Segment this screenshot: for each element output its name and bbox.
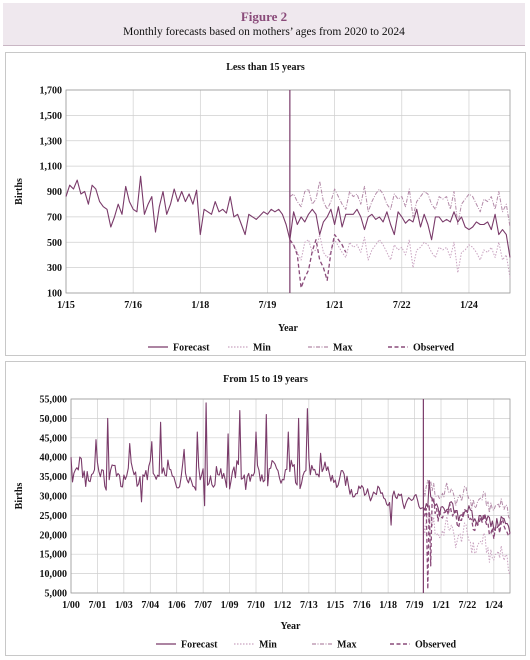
x-tick-label: 1/09 [221, 600, 239, 611]
series-observed-line [289, 233, 347, 289]
x-axis-label: Year [278, 323, 299, 334]
plot-area [65, 89, 511, 294]
x-axis-label: Year [281, 621, 302, 632]
chart-15-19: From 15 to 19 years 5,000 10,000 15,000 20,0… [14, 374, 511, 651]
x-tick-label: 7/16 [124, 300, 142, 311]
y-tick-label: 1,300 [40, 136, 63, 147]
y-tick-label: 5,000 [45, 589, 68, 600]
x-tick-label: 1/15 [57, 300, 75, 311]
y-tick-label: 50,000 [40, 414, 68, 425]
y-tick-label: 700 [47, 212, 62, 223]
y-tick-label: 40,000 [40, 453, 68, 464]
x-tick-label: 1/24 [485, 600, 503, 611]
x-tick-label: 7/16 [353, 600, 371, 611]
x-tick-label: 1/24 [460, 300, 478, 311]
y-tick-label: 55,000 [40, 395, 68, 406]
y-axis-label: Births [14, 178, 25, 205]
x-tick-label: 1/03 [115, 600, 133, 611]
x-tick-label: 7/19 [406, 600, 424, 611]
y-tick-label: 300 [47, 263, 62, 274]
x-tick-label: 1/18 [191, 300, 209, 311]
x-tick-label: 1/21 [326, 300, 344, 311]
x-tick-label: 7/10 [247, 600, 265, 611]
chart-panel-under-15: Less than 15 years 100 300 500 700 900 1,100 1,… [5, 52, 526, 356]
y-tick-label: 1,500 [40, 111, 63, 122]
x-tick-label: 7/22 [459, 600, 477, 611]
y-tick-label: 30,000 [40, 492, 68, 503]
series-observed-line [422, 496, 511, 590]
x-tick-label: 1/15 [326, 600, 344, 611]
legend-label-max: Max [333, 343, 352, 354]
legend-label-max: Max [337, 640, 356, 651]
x-tick-label: 7/13 [300, 600, 318, 611]
series-min-line [422, 512, 511, 576]
x-tick-label: 1/00 [62, 600, 80, 611]
legend-label-min: Min [253, 343, 271, 354]
chart-title: From 15 to 19 years [223, 374, 308, 385]
y-tick-label: 10,000 [40, 569, 68, 580]
x-tick-label: 1/06 [168, 600, 186, 611]
legend-label-observed: Observed [413, 343, 455, 354]
y-tick-label: 500 [47, 238, 62, 249]
legend-label-observed: Observed [415, 640, 457, 651]
y-tick-label: 1,100 [40, 162, 63, 173]
x-tick-label: 1/12 [274, 600, 292, 611]
x-tick-label: 7/22 [393, 300, 411, 311]
y-axis-label: Births [14, 483, 25, 510]
y-tick-label: 1,700 [40, 86, 63, 97]
figure-header: Figure 2 Monthly forecasts based on moth… [3, 3, 525, 46]
figure-label: Figure 2 [240, 9, 288, 24]
legend-label-forecast: Forecast [173, 343, 210, 354]
x-tick-label: 1/21 [432, 600, 450, 611]
series-max-line [422, 479, 511, 520]
chart-panel-15-19: From 15 to 19 years 5,000 10,000 15,000 20,0… [5, 361, 526, 656]
legend-label-min: Min [259, 640, 277, 651]
y-tick-label: 100 [47, 289, 62, 300]
y-tick-label: 15,000 [40, 550, 68, 561]
y-tick-label: 45,000 [40, 433, 68, 444]
y-tick-label: 35,000 [40, 472, 68, 483]
series-forecast-line [65, 175, 511, 258]
x-tick-label: 7/01 [89, 600, 107, 611]
series-forecast-line [70, 402, 511, 534]
plot-area [70, 398, 511, 594]
x-tick-label: 7/07 [194, 600, 212, 611]
legend-label-forecast: Forecast [181, 640, 218, 651]
chart-title: Less than 15 years [226, 62, 305, 73]
y-tick-label: 25,000 [40, 511, 68, 522]
x-tick-label: 7/19 [259, 300, 277, 311]
series-min-line [289, 234, 511, 278]
x-tick-label: 7/04 [141, 600, 159, 611]
y-tick-label: 900 [47, 187, 62, 198]
x-tick-label: 1/18 [379, 600, 397, 611]
series-max-line [289, 180, 511, 228]
y-tick-label: 20,000 [40, 530, 68, 541]
figure-title: Monthly forecasts based on mothers’ ages… [123, 26, 405, 38]
chart-under-15: Less than 15 years 100 300 500 700 900 1,100 1,… [14, 62, 511, 354]
